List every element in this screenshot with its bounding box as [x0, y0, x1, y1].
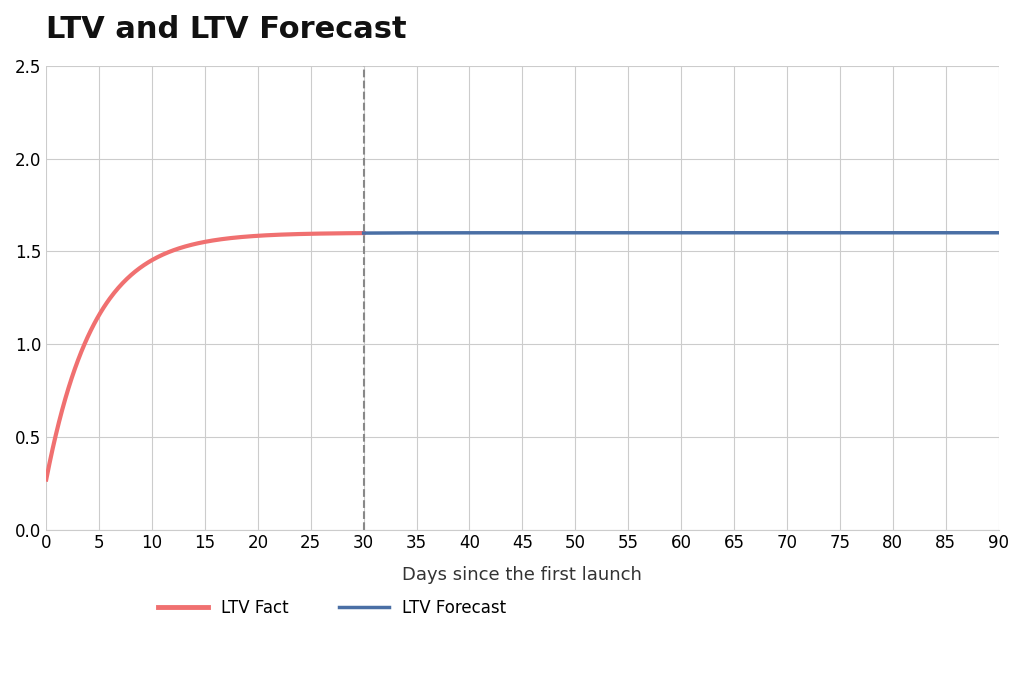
Legend: LTV Fact, LTV Forecast: LTV Fact, LTV Forecast [152, 592, 513, 623]
X-axis label: Days since the first launch: Days since the first launch [402, 566, 642, 585]
Text: LTV and LTV Forecast: LTV and LTV Forecast [46, 15, 407, 44]
